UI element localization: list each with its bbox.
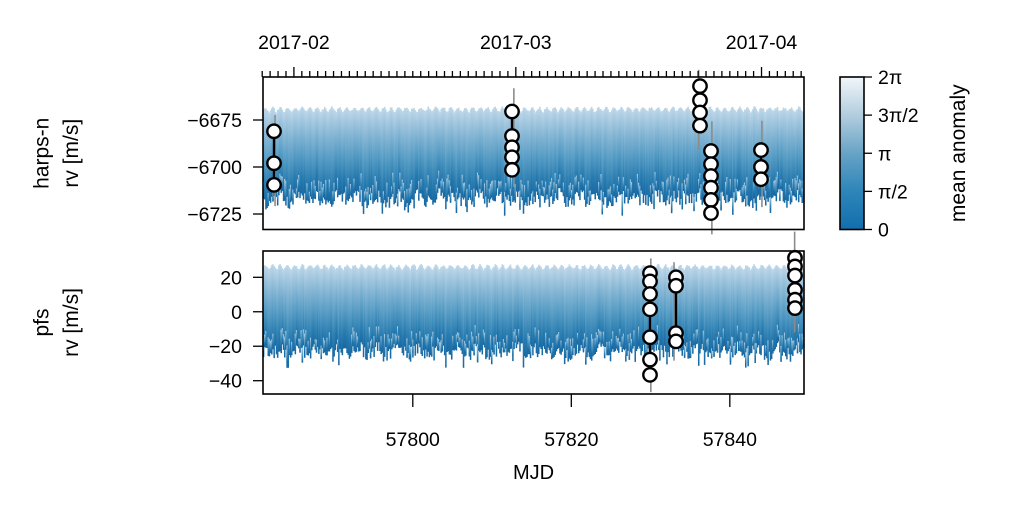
svg-text:−6700: −6700 <box>187 157 242 179</box>
svg-text:−6725: −6725 <box>187 204 242 226</box>
svg-text:57820: 57820 <box>544 429 598 451</box>
svg-text:0: 0 <box>878 220 889 242</box>
svg-text:2017-04: 2017-04 <box>726 32 798 54</box>
svg-text:rv [m/s]: rv [m/s] <box>60 119 83 188</box>
svg-text:π/2: π/2 <box>878 181 908 203</box>
svg-text:2017-03: 2017-03 <box>480 32 552 54</box>
svg-text:0: 0 <box>231 302 242 324</box>
svg-text:pfs: pfs <box>31 308 54 336</box>
svg-text:mean anomaly: mean anomaly <box>947 84 970 222</box>
svg-text:rv [m/s]: rv [m/s] <box>60 288 83 357</box>
svg-text:57800: 57800 <box>386 429 440 451</box>
svg-text:57840: 57840 <box>703 429 757 451</box>
svg-text:−20: −20 <box>209 336 242 358</box>
svg-text:MJD: MJD <box>513 462 554 484</box>
svg-text:20: 20 <box>220 267 242 289</box>
svg-text:π: π <box>878 143 891 165</box>
svg-text:2π: 2π <box>878 67 902 89</box>
svg-text:2017-02: 2017-02 <box>258 32 330 54</box>
svg-text:−6675: −6675 <box>187 110 242 132</box>
svg-text:3π/2: 3π/2 <box>878 105 919 127</box>
svg-text:harps-n: harps-n <box>31 118 54 189</box>
svg-text:−40: −40 <box>209 371 242 393</box>
